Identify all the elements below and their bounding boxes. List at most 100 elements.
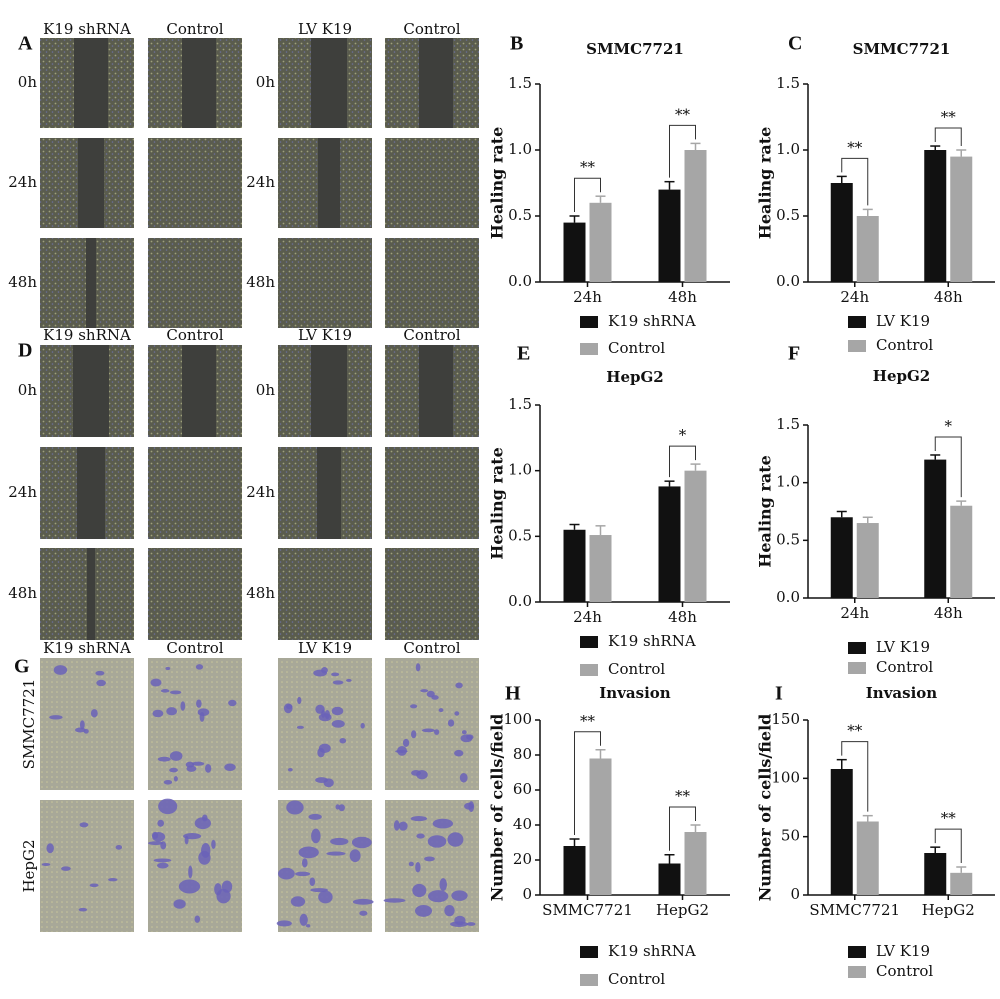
legend-label: LV K19 [876,312,930,330]
cell [461,730,467,735]
x-tick-label: 48h [934,604,963,622]
cell [287,767,293,772]
column-label: Control [403,639,460,657]
y-tick-label: 40 [513,815,532,833]
legend-swatch [848,316,866,328]
cell [447,832,464,847]
cell [349,849,361,863]
photo [40,658,134,790]
wound-gap [182,38,216,128]
significance-label: ** [941,108,957,126]
legend-label: Control [608,970,665,988]
y-tick-label: 0.5 [508,526,532,544]
significance-bracket [574,177,601,212]
cell [451,890,468,901]
cell [173,899,186,909]
cell [408,861,414,867]
row-label: 24h [8,483,37,501]
significance-bracket [841,741,869,812]
cell [468,801,475,813]
cell [421,728,435,733]
x-tick-label: 48h [668,608,697,626]
significance-bracket [669,806,696,851]
cell [79,822,89,828]
legend-swatch [848,340,866,352]
photo [385,658,479,790]
cell [152,831,166,842]
row-label: 24h [246,483,275,501]
cell [49,715,63,720]
cell [416,833,425,839]
cell [351,836,372,849]
cell [466,734,474,740]
cell [330,837,349,846]
y-tick-label: 1.0 [508,461,532,479]
cell [108,878,118,882]
legend-label: Control [608,660,665,678]
cell [61,866,71,871]
cell [184,835,189,845]
row-label: 24h [246,173,275,191]
legend-label: LV K19 [876,638,930,656]
legend-swatch [580,316,598,328]
column-label: Control [166,639,223,657]
significance-label: ** [675,105,691,123]
cell [447,719,455,727]
cell [298,846,319,859]
cell [221,880,233,893]
legend-swatch [580,946,598,958]
column-label: LV K19 [298,639,352,657]
column-label: LV K19 [298,20,352,38]
cell [455,682,463,689]
cell [299,913,308,926]
y-axis-label: Healing rate [756,127,775,240]
cell [318,743,331,754]
cell [439,878,447,892]
bar [589,202,612,282]
y-axis-label: Healing rate [488,447,507,560]
legend-swatch [848,946,866,958]
row-label: SMMC7721 [20,679,38,770]
cell [278,867,295,880]
y-tick-label: 0.0 [776,588,800,606]
cell [397,745,407,756]
column-label: K19 shRNA [43,326,131,344]
legend-swatch [848,966,866,978]
panel-letter: A [18,33,33,55]
bar [658,189,681,282]
y-tick-label: 1.5 [508,74,532,92]
column-label: K19 shRNA [43,20,131,38]
bar [684,470,707,602]
x-tick-label: 48h [668,288,697,306]
cell [410,704,418,709]
column-label: K19 shRNA [43,639,131,657]
cell [318,713,332,722]
cell [309,877,316,886]
photo [148,138,242,228]
column-label: Control [403,20,460,38]
cell [152,709,164,718]
bar [589,535,612,602]
cell [191,761,205,766]
cell [414,904,433,917]
y-tick-label: 0 [790,885,800,903]
cell [383,898,406,903]
cell [411,730,417,739]
bar [830,517,853,598]
x-tick-label: 24h [573,288,602,306]
chart-title: Invasion [866,684,938,702]
y-tick-label: 0 [522,885,532,903]
cell [434,729,440,735]
cell [115,844,123,850]
column-label: LV K19 [298,326,352,344]
photo [278,658,372,790]
cell [90,709,98,718]
significance-bracket [669,445,696,478]
significance-label: ** [675,787,691,805]
wound-gap [419,38,453,128]
cell [188,865,193,879]
cell [186,765,197,772]
panel-letter: H [505,683,521,705]
bar [950,872,973,895]
bar [856,821,879,895]
